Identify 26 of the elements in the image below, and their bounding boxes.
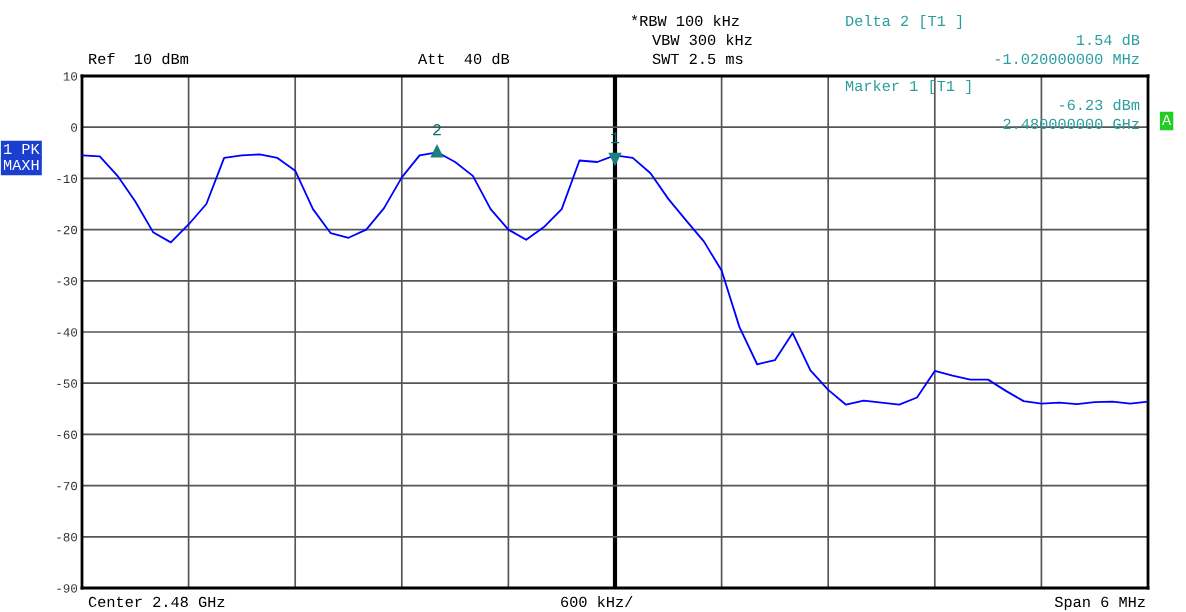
y-tick-label: -60 xyxy=(57,430,78,440)
y-tick-label: -30 xyxy=(57,276,78,286)
text: 1 PK xyxy=(4,143,40,154)
y-tick-label: 0 xyxy=(71,123,78,132)
y-tick-label: -20 xyxy=(57,225,78,235)
text: VBW 300 kHz xyxy=(652,33,752,46)
text: -1.020000000 MHz xyxy=(995,53,1139,65)
text: *RBW 100 kHz xyxy=(631,14,739,27)
y-tick-label: -80 xyxy=(57,532,78,542)
text: SWT 2.5 ms xyxy=(652,53,743,65)
annotation: -6.23 dBm xyxy=(1059,98,1140,111)
text: Delta 2 [T1 ] xyxy=(846,14,962,30)
text: Att 40 dB xyxy=(418,52,510,65)
text: Span 6 MHz xyxy=(1054,596,1145,611)
text: Center 2.48 GHz xyxy=(88,596,225,608)
text: Ref 10 dBm xyxy=(89,52,189,65)
y-tick-label: -70 xyxy=(57,481,78,491)
text: A xyxy=(1162,114,1172,125)
y-tick-label: -90 xyxy=(57,584,78,593)
text: 600 kHz/ xyxy=(561,595,633,608)
text: 1.54 dB xyxy=(1076,33,1140,46)
y-tick-label: -10 xyxy=(57,174,78,184)
text: MAXH xyxy=(3,159,39,170)
y-tick-label: -50 xyxy=(57,379,78,388)
y-tick-label: 10 xyxy=(63,72,78,81)
y-tick-label: -40 xyxy=(57,328,78,337)
